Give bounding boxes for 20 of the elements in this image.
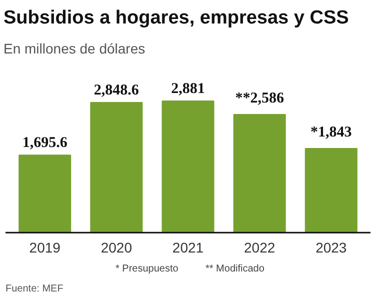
x-tick-label: 2019 [29, 240, 61, 256]
x-tick-label: 2021 [172, 240, 204, 256]
text: * Presupuesto [116, 264, 179, 275]
data-label: *1,843 [310, 124, 352, 140]
bar [162, 100, 214, 234]
x-tick-label: 2023 [316, 240, 347, 256]
chart-title: Subsidios a hogares, empresas y CSS [4, 8, 349, 28]
bar [90, 102, 143, 234]
x-tick-label: 2020 [100, 240, 132, 256]
data-label: **2,586 [235, 90, 284, 106]
bar [304, 148, 358, 234]
bar [18, 154, 72, 234]
text: ** Modificado [206, 264, 265, 275]
data-label: 2,881 [171, 81, 205, 97]
x-tick-label: 2022 [244, 240, 276, 256]
source-note: Fuente: MEF [6, 284, 64, 295]
bar [233, 114, 286, 234]
data-label: 1,695.6 [22, 135, 68, 152]
chart-subtitle: En millones de dólares [4, 40, 146, 56]
data-label: 2,848.6 [94, 82, 140, 98]
